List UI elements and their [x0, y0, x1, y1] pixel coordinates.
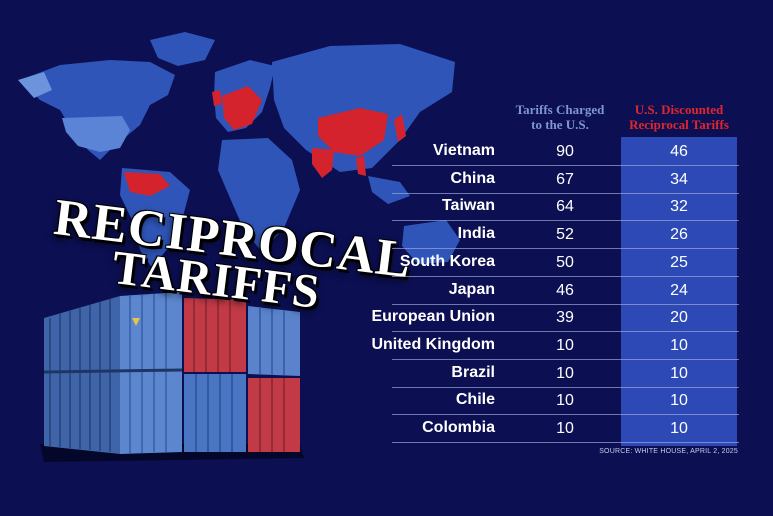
- map-greenland: [150, 32, 215, 66]
- discounted-value: 34: [670, 170, 688, 188]
- table-row: China 67 34: [392, 166, 739, 194]
- column-header-discounted-line2: Reciprocal Tariffs: [629, 117, 729, 132]
- table-row: Colombia 10 10: [392, 415, 739, 443]
- country-label: Brazil: [451, 363, 495, 381]
- column-header-charged: Tariffs Charged to the U.S.: [505, 102, 615, 132]
- charged-value: 10: [556, 392, 574, 410]
- country-label: United Kingdom: [371, 335, 495, 353]
- row-divider: [392, 165, 739, 166]
- row-divider: [392, 275, 739, 277]
- table-row: Brazil 10 10: [392, 360, 739, 388]
- map-highlight-vietnam: [356, 156, 366, 176]
- column-header-charged-line1: Tariffs Charged: [515, 102, 605, 117]
- source-note: SOURCE: WHITE HOUSE, APRIL 2, 2025: [599, 448, 738, 455]
- row-divider: [392, 303, 739, 305]
- table-row: South Korea 50 25: [392, 249, 739, 277]
- discounted-value: 10: [670, 392, 688, 410]
- map-highlight-japan: [394, 114, 406, 142]
- map-north-america: [20, 60, 175, 160]
- country-label: India: [457, 225, 495, 243]
- charged-value: 67: [556, 170, 574, 188]
- row-divider: [392, 331, 739, 333]
- country-label: Taiwan: [441, 197, 495, 215]
- country-label: Colombia: [422, 419, 495, 436]
- column-header-discounted-line1: U.S. Discounted: [634, 102, 724, 117]
- column-header-charged-line2: to the U.S.: [531, 117, 589, 132]
- map-highlight-south-america: [124, 172, 170, 196]
- map-se-asia: [368, 176, 410, 204]
- map-highlight-india: [312, 148, 334, 178]
- charged-value: 64: [556, 198, 574, 216]
- table-row: Chile 10 10: [392, 387, 739, 416]
- map-highlight-china: [318, 108, 388, 156]
- charged-value: 10: [556, 364, 574, 382]
- map-uk: [212, 90, 222, 106]
- row-divider: [392, 248, 739, 250]
- discounted-value: 32: [670, 198, 688, 216]
- charged-value: 10: [556, 336, 574, 354]
- country-label: European Union: [371, 308, 495, 326]
- table-row: Vietnam 90 46: [392, 138, 739, 166]
- country-label: Japan: [448, 280, 495, 298]
- table-row: European Union 39 20: [371, 304, 739, 333]
- country-label: Vietnam: [433, 142, 495, 159]
- discounted-value: 10: [670, 336, 688, 354]
- charged-value: 52: [556, 226, 574, 244]
- column-header-discounted: U.S. Discounted Reciprocal Tariffs: [620, 102, 738, 132]
- world-map: [18, 32, 460, 268]
- discounted-value: 10: [670, 364, 688, 382]
- row-divider: [392, 220, 739, 222]
- discounted-value: 46: [670, 143, 688, 160]
- row-divider: [392, 386, 739, 388]
- discounted-column-band: [621, 137, 737, 446]
- map-asia: [272, 44, 455, 172]
- map-highlight-europe: [222, 86, 262, 130]
- row-divider: [392, 442, 739, 443]
- map-australia: [402, 220, 460, 264]
- map-alaska: [18, 72, 52, 98]
- discounted-value: 10: [670, 420, 688, 437]
- table-row: United Kingdom 10 10: [371, 332, 739, 360]
- country-label: South Korea: [399, 252, 495, 270]
- row-divider: [392, 414, 739, 416]
- charged-value: 39: [556, 309, 574, 327]
- table-row: India 52 26: [392, 221, 739, 250]
- discounted-value: 24: [670, 281, 688, 299]
- discounted-value: 25: [670, 253, 688, 271]
- map-usa: [62, 116, 130, 152]
- discounted-value: 20: [670, 309, 688, 327]
- table-row: Japan 46 24: [392, 277, 739, 305]
- row-divider: [392, 192, 739, 194]
- discounted-value: 26: [670, 226, 688, 244]
- map-africa: [218, 138, 300, 252]
- row-divider: [392, 358, 739, 360]
- charged-value: 10: [556, 420, 574, 437]
- charged-value: 90: [556, 143, 574, 160]
- charged-value: 46: [556, 281, 574, 299]
- shipping-containers: [40, 292, 304, 462]
- country-label: Chile: [455, 391, 495, 409]
- country-label: China: [450, 169, 495, 187]
- table-row: Taiwan 64 32: [392, 193, 739, 222]
- charged-value: 50: [556, 253, 574, 271]
